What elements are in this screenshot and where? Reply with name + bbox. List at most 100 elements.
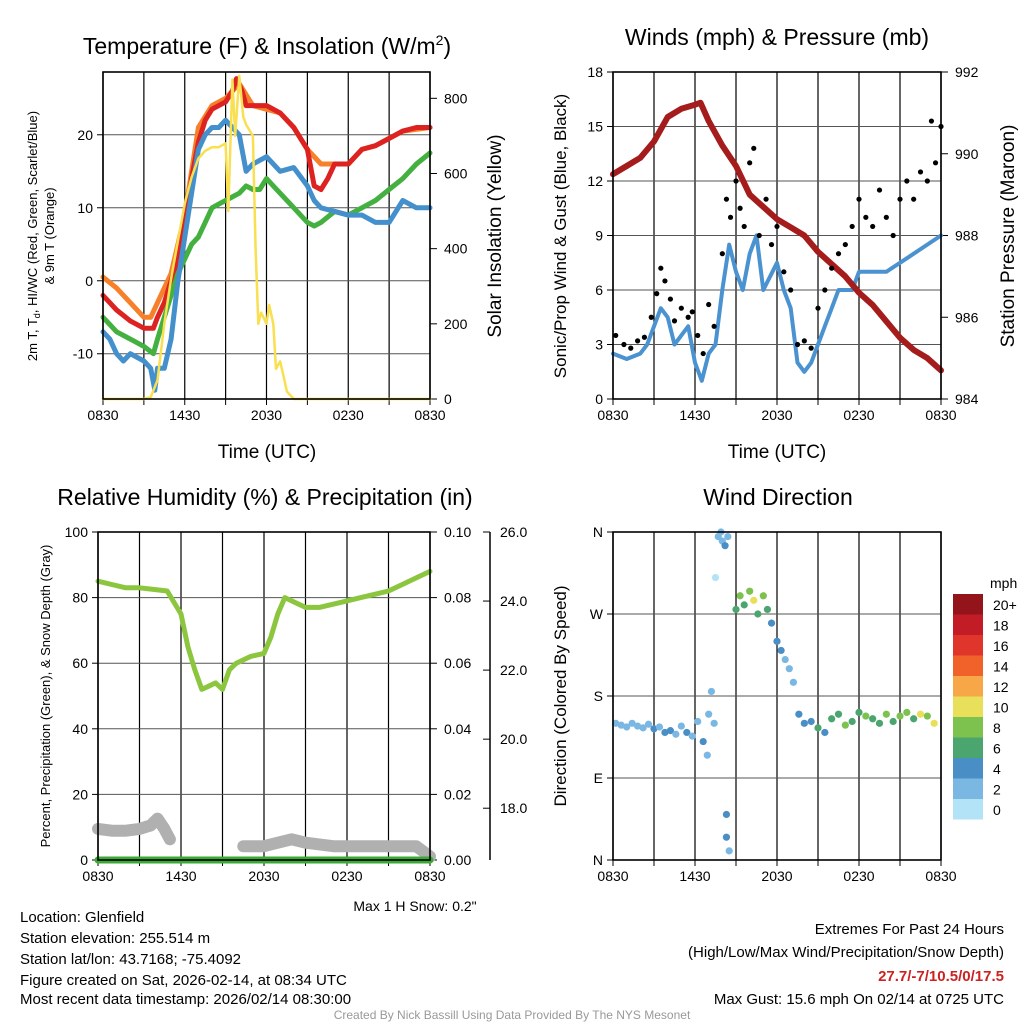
recent-data: Most recent data timestamp: 2026/02/14 0… <box>20 991 351 1008</box>
gust-point <box>662 278 668 284</box>
gust-point <box>876 187 883 193</box>
gust-point <box>671 318 678 324</box>
gust-point <box>678 305 684 311</box>
direction-point <box>694 717 702 726</box>
gust-point <box>635 338 641 344</box>
legend-swatch <box>953 758 983 779</box>
y-tick-label: 12 <box>587 173 603 189</box>
gust-point <box>781 269 787 275</box>
y2-tick-label: 0.02 <box>444 786 471 802</box>
direction-point <box>612 719 620 727</box>
gust-point <box>932 160 939 166</box>
y-tick-label: 20 <box>72 786 88 802</box>
direction-point <box>746 587 754 595</box>
legend-label: 20+ <box>993 597 1017 613</box>
direction-point <box>740 601 748 609</box>
location: Location: Glenfield <box>20 909 144 926</box>
legend-title: mph <box>990 575 1017 591</box>
direction-point <box>814 724 822 732</box>
y2-tick-label: 600 <box>444 165 468 181</box>
x-tick-label: 0830 <box>925 407 956 423</box>
direction-point <box>628 719 636 727</box>
direction-point <box>617 721 625 729</box>
legend-label: 2 <box>993 782 1001 798</box>
figure-created: Figure created on Sat, 2026-02-14, at 08… <box>20 972 347 989</box>
x-tick-label: 0830 <box>414 407 445 423</box>
direction-point <box>875 719 884 727</box>
gust-point <box>763 196 769 202</box>
wind-direction-ylabel: Direction (Colored By Speed) <box>551 585 570 806</box>
direction-point <box>722 833 731 841</box>
gust-point <box>815 305 821 311</box>
y-tick-label: E <box>594 770 603 786</box>
direction-point <box>910 715 918 723</box>
gust-point <box>658 265 664 271</box>
gust-point <box>917 169 924 175</box>
legend-label: 10 <box>993 700 1009 716</box>
extremes-title: Extremes For Past 24 Hours <box>815 921 1004 938</box>
gust-point <box>700 350 706 357</box>
direction-point <box>855 708 863 717</box>
series-snow-depth <box>92 812 176 846</box>
x-tick-label: 0830 <box>82 868 113 884</box>
humidity-panel: 0830 1430 2030 0230 08300204060801000.000.02… <box>65 524 528 884</box>
gust-point <box>808 345 814 351</box>
gust-point <box>747 160 753 166</box>
y-tick-label: 15 <box>587 119 603 135</box>
temperature-ylabel-2: & 9m T (Orange) <box>42 187 57 284</box>
legend-label: 14 <box>993 659 1009 675</box>
direction-point <box>821 728 829 737</box>
direction-point <box>655 723 664 731</box>
x-tick-label: 2030 <box>761 407 792 423</box>
y3-tick-label: 20.0 <box>500 731 527 747</box>
gust-point <box>719 251 725 257</box>
plot-frame <box>612 71 942 400</box>
direction-point <box>828 715 836 723</box>
x-tick-label: 1430 <box>679 407 710 423</box>
legend-swatch <box>953 717 983 738</box>
gust-point <box>741 223 747 230</box>
x-tick-label: 1430 <box>165 868 196 884</box>
legend-swatch <box>953 696 983 717</box>
legend-swatch <box>953 614 983 635</box>
direction-point <box>710 719 718 727</box>
legend-swatch <box>953 799 983 820</box>
elevation: Station elevation: 255.514 m <box>20 930 210 947</box>
gust-point <box>756 232 762 239</box>
y-tick-label: 80 <box>72 590 88 606</box>
plot-frame <box>97 531 431 861</box>
x-tick-label: 0230 <box>843 407 874 423</box>
direction-point <box>703 751 711 759</box>
gust-point <box>928 118 935 124</box>
direction-point <box>644 720 653 728</box>
direction-point <box>848 717 856 726</box>
x-tick-label: 0830 <box>414 868 445 884</box>
temperature-ylabel: 2m T, Td, HI/WC (Red, Green, Scarlet/Blu… <box>25 111 42 361</box>
y-tick-label: W <box>590 606 604 622</box>
gust-point <box>774 223 780 230</box>
direction-point <box>916 710 925 718</box>
speed-legend: mph 20+ 18 16 14 12 10 8 6 4 2 0 <box>953 575 1017 820</box>
x-tick-label: 0830 <box>87 407 118 423</box>
direction-point <box>732 605 740 614</box>
legend-swatch <box>953 655 983 676</box>
gust-point <box>788 287 794 293</box>
gust-point <box>621 341 627 348</box>
gust-point <box>641 334 648 340</box>
temperature-panel: 0830 1430 2030 0230 0830-1001020020040060080… <box>73 71 468 423</box>
series-rh <box>95 568 433 692</box>
series-wc <box>100 117 433 393</box>
y-tick-label: 100 <box>65 524 89 540</box>
direction-point <box>834 710 843 718</box>
y-tick-label: 10 <box>77 200 93 216</box>
legend-swatch <box>953 778 983 799</box>
extremes-values: 27.7/-7/10.5/0/17.5 <box>878 968 1004 985</box>
direction-point <box>800 719 808 727</box>
series-snow-depth <box>237 833 436 863</box>
winds-panel: 0830 1430 2030 0230 083003691215189849869889… <box>587 64 978 423</box>
direction-point <box>763 605 772 614</box>
series-solar <box>101 74 432 401</box>
direction-point <box>736 592 744 600</box>
legend-label: 6 <box>993 741 1001 757</box>
direction-point <box>869 715 877 723</box>
